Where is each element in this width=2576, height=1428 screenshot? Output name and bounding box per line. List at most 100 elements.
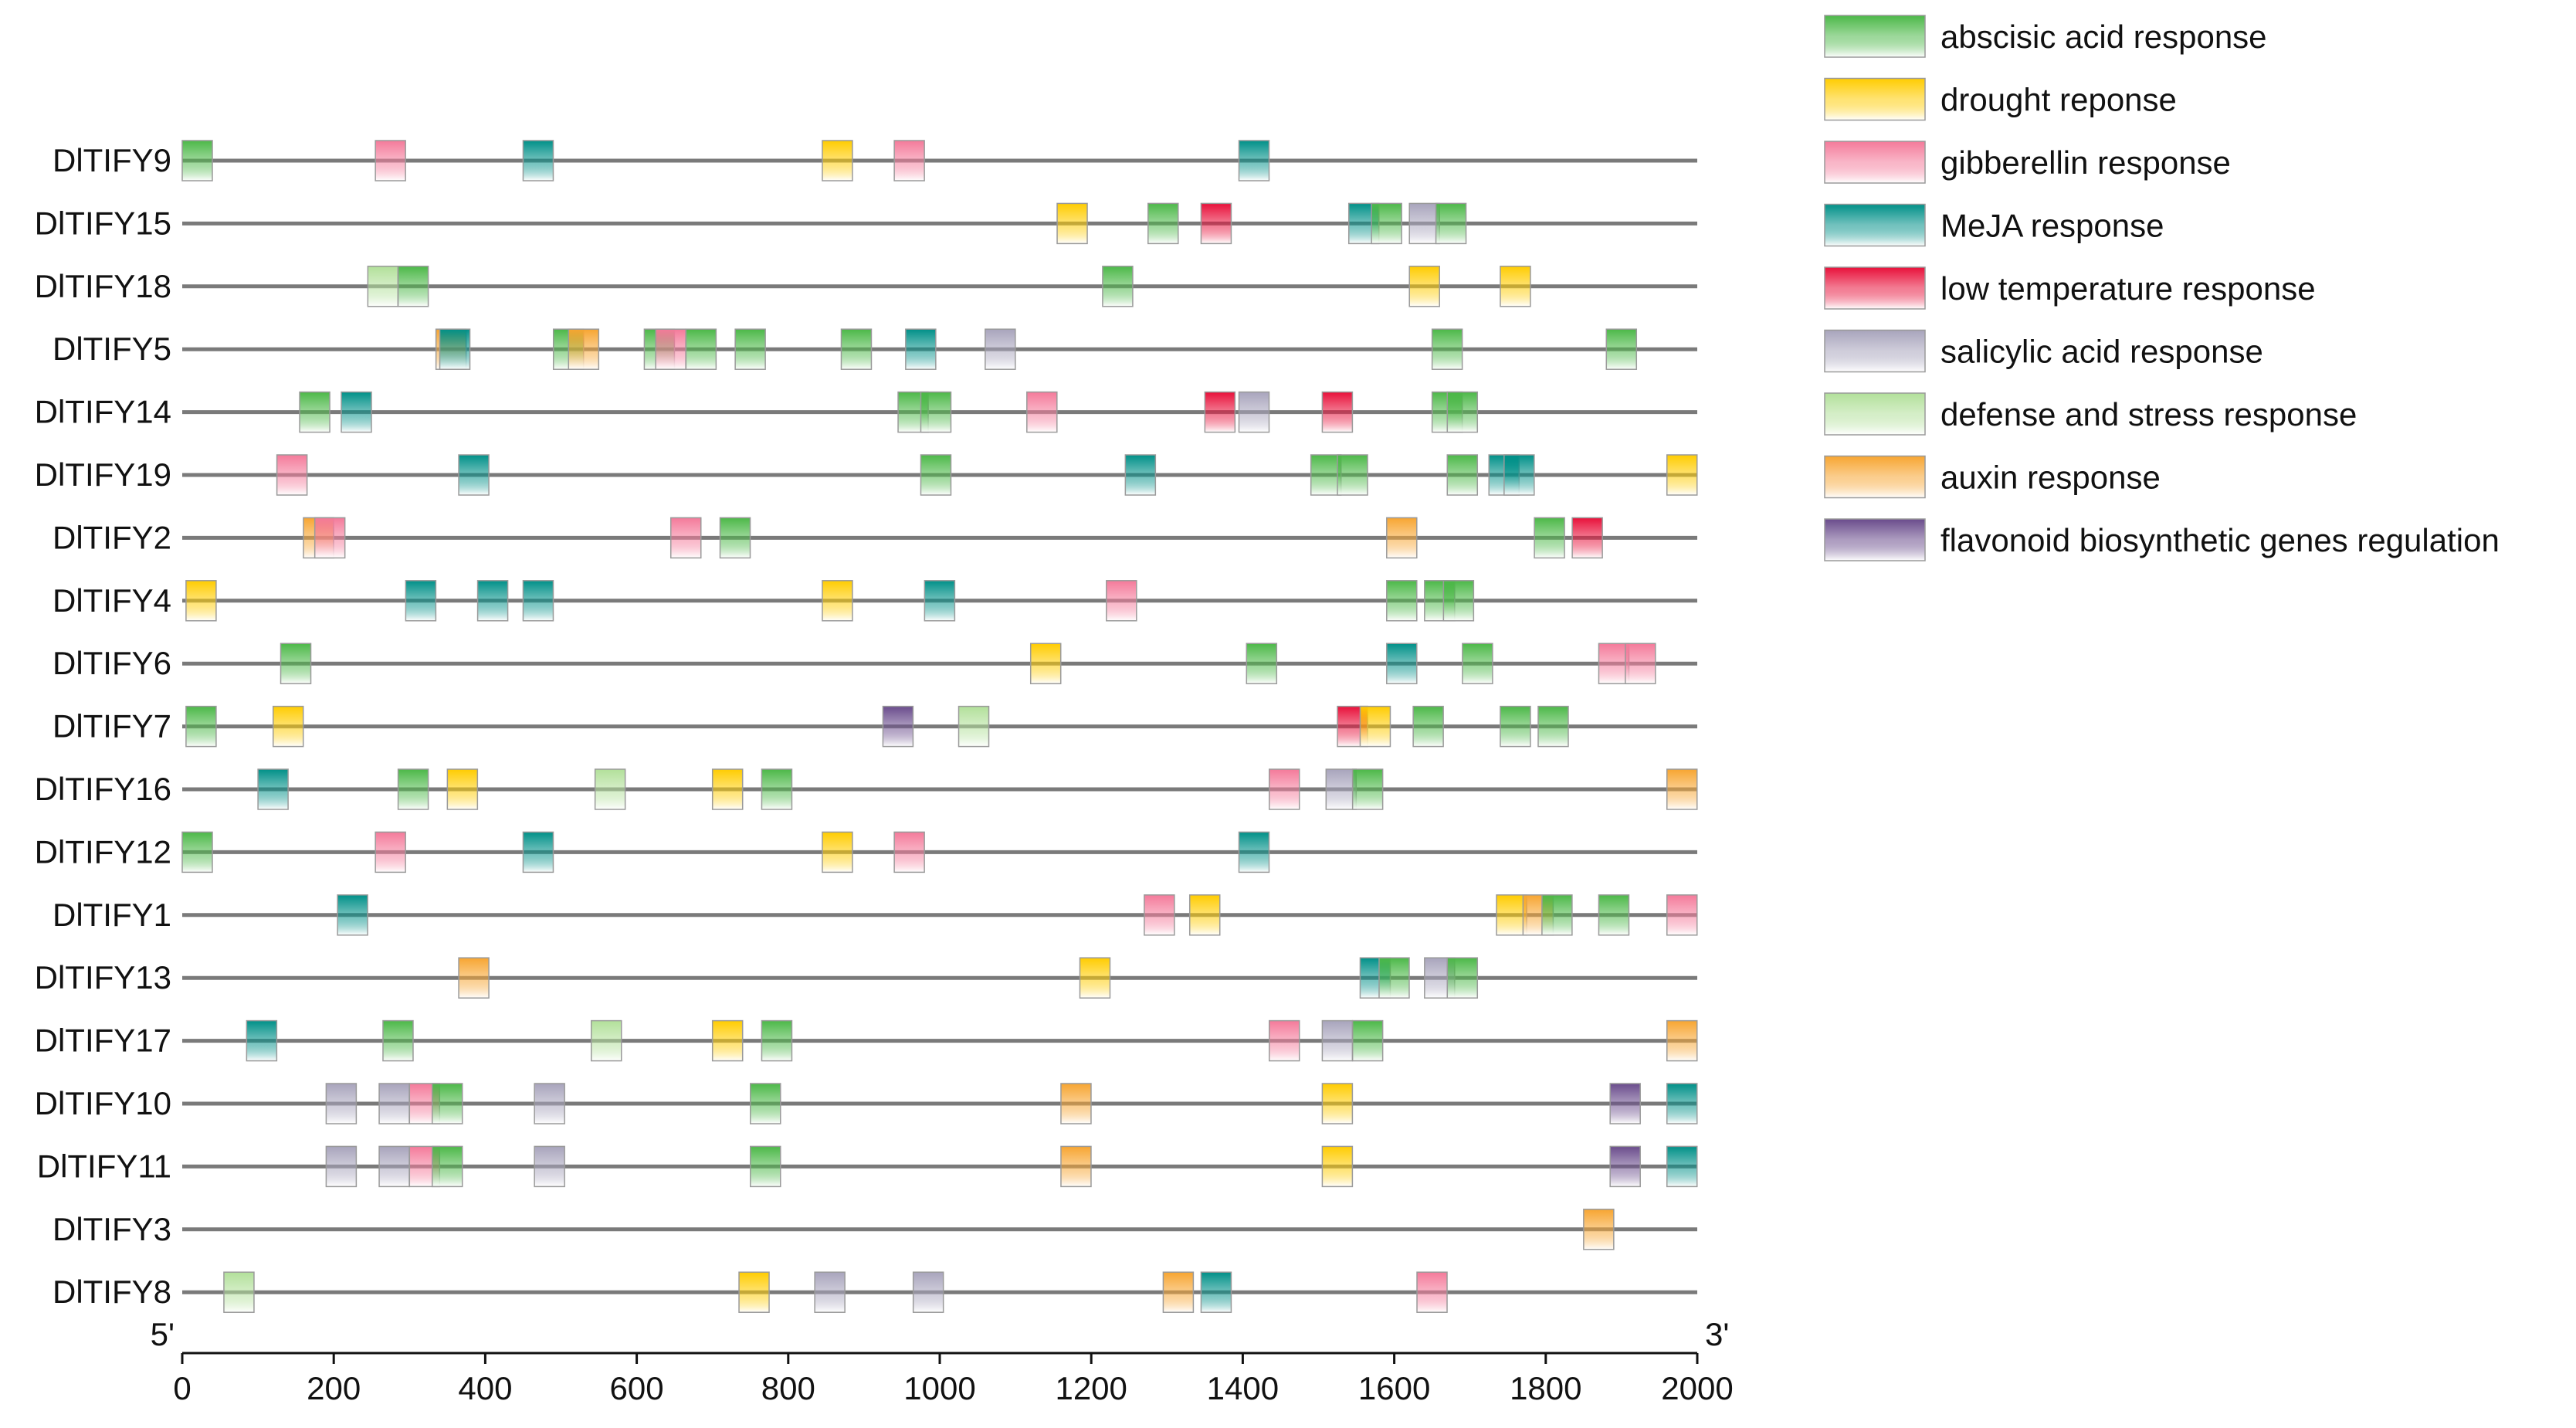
cis-element-box	[1268, 768, 1300, 810]
gene-label: DlTIFY15	[35, 205, 171, 241]
gene-row: DlTIFY17	[35, 1019, 1698, 1062]
cis-element-box	[685, 328, 717, 370]
cis-element-box	[534, 1145, 565, 1188]
gene-label: DlTIFY6	[53, 645, 171, 681]
cis-element-box	[522, 831, 554, 873]
legend-item: defense and stress response	[1824, 392, 2357, 436]
cis-element-box	[1188, 894, 1221, 936]
x-tick-label: 0	[173, 1370, 191, 1406]
cis-element-box	[1124, 454, 1157, 496]
cis-element-box	[1238, 391, 1270, 433]
legend-item: salicylic acid response	[1824, 329, 2263, 373]
legend-swatch	[1824, 77, 1926, 121]
x-tick-label: 2000	[1661, 1370, 1733, 1406]
gene-label: DlTIFY1	[53, 897, 171, 933]
cis-element-box	[711, 1019, 744, 1062]
cis-element-box	[314, 517, 346, 559]
legend: abscisic acid response drought reponse gib…	[1824, 15, 2500, 561]
legend-item: MeJA response	[1824, 203, 2164, 247]
legend-swatch	[1824, 518, 1926, 561]
cis-element-box	[341, 391, 372, 433]
gene-row: DlTIFY18	[35, 266, 1697, 307]
cis-element-box	[1412, 705, 1444, 748]
cis-element-box	[734, 328, 766, 370]
cis-element-box	[397, 768, 429, 810]
three-prime-label: 3'	[1705, 1316, 1729, 1352]
cis-element-box	[378, 1083, 410, 1124]
cis-element-box	[1609, 1145, 1641, 1188]
cis-element-box	[1435, 202, 1467, 245]
cis-element-box	[1666, 454, 1698, 496]
cis-element-box	[1310, 454, 1342, 496]
cis-element-box	[1321, 1083, 1354, 1124]
cis-element-box	[1666, 894, 1698, 936]
gene-row: DlTIFY4	[53, 580, 1697, 622]
cis-element-box	[534, 1083, 565, 1124]
legend-label: auxin response	[1940, 460, 2161, 496]
gene-row: DlTIFY9	[53, 140, 1697, 181]
cis-element-box	[1238, 140, 1270, 181]
gene-row: DlTIFY1	[53, 894, 1698, 936]
gene-row: DlTIFY6	[53, 643, 1697, 684]
x-tick-label: 1400	[1207, 1370, 1279, 1406]
cis-element-box	[337, 894, 368, 936]
gene-label: DlTIFY7	[53, 708, 171, 745]
cis-element-box	[181, 140, 213, 181]
cis-element-box	[1446, 957, 1479, 999]
legend-item: gibberellin response	[1824, 141, 2231, 184]
legend-swatch	[1824, 141, 1926, 184]
cis-element-box	[405, 580, 437, 622]
cis-element-box	[1605, 328, 1638, 370]
cis-element-box	[1625, 643, 1656, 684]
cis-element-box	[1246, 643, 1278, 684]
gene-label: DlTIFY17	[35, 1023, 171, 1059]
cis-element-box	[375, 140, 406, 181]
cis-element-box	[446, 768, 479, 810]
x-tick-label: 800	[761, 1370, 815, 1406]
cis-element-box	[711, 768, 744, 810]
cis-element-box	[1337, 454, 1368, 496]
x-tick-label: 1000	[903, 1370, 975, 1406]
gene-label: DlTIFY2	[53, 519, 171, 555]
x-tick-label: 200	[307, 1370, 361, 1406]
x-tick-label: 1200	[1055, 1370, 1127, 1406]
cis-element-box	[669, 517, 702, 559]
cis-element-box	[1609, 1083, 1641, 1124]
cis-element-box	[1666, 1083, 1698, 1124]
gene-row: DlTIFY3	[53, 1209, 1697, 1250]
cis-element-box	[1500, 705, 1531, 748]
gene-row: DlTIFY13	[35, 957, 1697, 999]
cis-element-box	[822, 831, 853, 873]
gene-label: DlTIFY16	[35, 771, 171, 807]
gene-row: DlTIFY15	[35, 202, 1697, 245]
legend-label: drought reponse	[1940, 82, 2177, 118]
legend-swatch	[1824, 203, 1926, 247]
legend-label: MeJA response	[1940, 208, 2164, 244]
cis-element-box	[382, 1019, 414, 1062]
cis-element-box	[1371, 202, 1402, 245]
cis-element-box	[882, 705, 914, 748]
gene-row: DlTIFY11	[37, 1145, 1698, 1188]
cis-element-box	[814, 1271, 846, 1313]
cis-element-box	[431, 1145, 463, 1188]
cis-element-box	[325, 1083, 358, 1124]
legend-item: abscisic acid response	[1824, 15, 2267, 58]
cis-element-box	[181, 831, 213, 873]
cis-element-box	[750, 1145, 781, 1188]
cis-element-box	[655, 328, 686, 370]
cis-element-box	[1408, 266, 1440, 307]
gene-row: DlTIFY12	[35, 831, 1697, 873]
cis-element-box	[223, 1271, 255, 1313]
cis-element-box	[476, 580, 509, 622]
cis-element-box	[958, 705, 990, 748]
cis-element-box	[924, 580, 956, 622]
x-axis: 0 200 400 600 800 1000 1200 1400 1600 1800 2000 5' 3…	[151, 1316, 1734, 1406]
cis-element-box	[1321, 1019, 1354, 1062]
legend-swatch	[1824, 15, 1926, 58]
gene-label: DlTIFY18	[35, 268, 171, 304]
cis-element-box	[458, 957, 490, 999]
cis-element-box	[367, 266, 399, 307]
cis-element-box	[1598, 894, 1630, 936]
cis-element-box	[1446, 391, 1479, 433]
cis-element-box	[431, 1083, 463, 1124]
